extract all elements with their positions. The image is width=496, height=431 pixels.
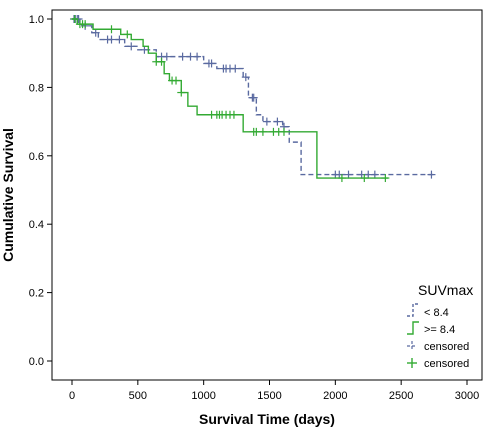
censored-mark [127,42,136,51]
censored-mark [123,30,132,39]
series-layer [69,15,436,183]
y-tick-label: 0.0 [29,356,44,368]
x-tick-label: 1500 [257,390,281,402]
censored-mark [162,52,171,61]
censored-mark [193,52,202,61]
y-axis-title: Cumulative Survival [0,128,16,262]
x-tick-label: 3000 [455,390,479,402]
censored-mark [231,64,240,73]
censored-mark [360,174,369,183]
x-tick-label: 1000 [191,390,215,402]
axes: 0 500 1000 1500 2000 2500 3000 0.0 0.2 0.4 0.6 0.8… [29,10,482,402]
legend-entry-censored-high: censored [407,358,469,370]
censored-mark [370,170,379,179]
y-axis-ticks: 0.0 0.2 0.4 0.6 0.8 1.0 [29,14,52,368]
legend-title: SUVmax [418,282,473,298]
x-tick-label: 0 [69,390,75,402]
censored-mark [107,25,116,34]
legend-entry-high: >= 8.4 [407,321,455,336]
legend-swatch-low [407,303,419,317]
censored-mark [91,28,100,37]
y-tick-label: 0.4 [29,219,44,231]
y-tick-label: 1.0 [29,14,44,26]
censored-mark [177,88,186,97]
censored-mark [337,174,346,183]
legend-items: < 8.4 >= 8.4 censored censored [407,303,469,370]
y-tick-label: 0.8 [29,82,44,94]
censored-mark [70,15,79,23]
censored-mark [427,170,436,179]
x-axis-ticks: 0 500 1000 1500 2000 2500 3000 [69,380,479,402]
legend-label-high: >= 8.4 [424,324,455,336]
legend-swatch-high [407,321,419,335]
legend-label-low: < 8.4 [424,307,449,319]
legend: SUVmax < 8.4 >= 8.4 censored censored [407,282,473,370]
censored-mark [258,127,267,136]
censored-mark [249,93,258,102]
y-tick-label: 0.2 [29,288,44,300]
censored-mark [107,35,116,44]
censored-mark [157,57,166,66]
censored-mark [273,117,282,126]
x-axis-title: Survival Time (days) [199,411,335,427]
censored-mark [172,76,181,85]
plot-area [51,9,483,381]
censored-mark [241,73,250,82]
x-tick-label: 2500 [389,390,413,402]
censored-mark [207,59,216,68]
legend-entry-low: < 8.4 [407,303,449,319]
censored-mark [381,174,390,183]
plot-frame [51,9,483,381]
x-tick-label: 2000 [323,390,347,402]
legend-label-censored-high: censored [424,358,469,370]
survival-step-line [72,18,435,176]
censored-mark [262,117,271,126]
censored-mark [178,52,187,61]
legend-label-censored-low: censored [424,341,469,353]
x-tick-label: 500 [129,390,147,402]
y-tick-label: 0.6 [29,151,44,163]
censored-mark [344,170,353,179]
censored-mark [115,35,124,44]
censored-mark [279,127,288,136]
censored-mark [81,20,90,29]
censored-mark [140,45,149,54]
censored-mark [229,110,238,119]
legend-entry-censored-low: censored [407,341,469,353]
series-low [69,15,436,179]
series-high [70,15,390,183]
